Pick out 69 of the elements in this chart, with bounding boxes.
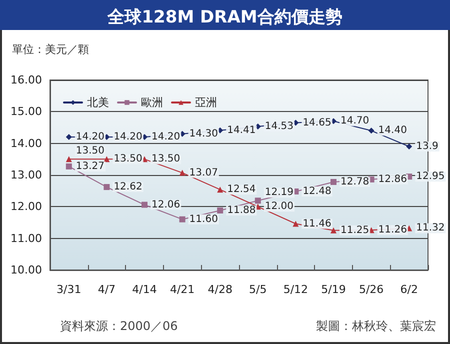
data-label: 12.95 bbox=[416, 171, 445, 182]
point bbox=[368, 128, 374, 134]
data-label: 12.06 bbox=[152, 199, 180, 210]
data-label: 12.48 bbox=[302, 186, 332, 197]
y-tick-label: 16.00 bbox=[10, 74, 42, 86]
x-tick-label: 5/5 bbox=[249, 283, 267, 296]
data-label: 13.07 bbox=[189, 167, 218, 178]
point bbox=[66, 156, 72, 162]
data-label: 11.88 bbox=[227, 204, 256, 216]
point bbox=[179, 170, 186, 176]
x-tick-label: 6/2 bbox=[400, 283, 418, 296]
point bbox=[217, 207, 224, 214]
point bbox=[66, 163, 72, 170]
data-label: 11.60 bbox=[189, 214, 218, 225]
point bbox=[330, 178, 336, 185]
y-axis-title: 單位：美元／顆 bbox=[12, 43, 89, 56]
y-tick-label: 10.00 bbox=[10, 264, 42, 276]
point bbox=[142, 202, 148, 208]
y-tick-label: 14.00 bbox=[10, 136, 42, 150]
source-note: 資料來源：2000／06 bbox=[60, 319, 178, 333]
y-tick-label: 13.00 bbox=[10, 168, 42, 182]
data-label: 13.50 bbox=[114, 154, 142, 165]
data-label: 12.78 bbox=[340, 176, 370, 188]
data-label: 11.46 bbox=[302, 218, 332, 230]
data-label: 14.20 bbox=[76, 132, 105, 142]
data-label: 14.41 bbox=[227, 124, 256, 136]
data-label: 13.50 bbox=[152, 154, 180, 165]
data-label: 13.50 bbox=[76, 146, 105, 157]
point bbox=[179, 216, 186, 222]
data-label: 12.19 bbox=[264, 187, 294, 198]
y-tick-label: 11.00 bbox=[10, 232, 42, 245]
data-label: 14.53 bbox=[264, 121, 294, 132]
point bbox=[406, 144, 412, 150]
data-label: 12.86 bbox=[378, 174, 407, 185]
x-tick-label: 5/19 bbox=[321, 283, 346, 296]
x-tick-label: 4/7 bbox=[98, 283, 116, 296]
point bbox=[330, 227, 336, 234]
data-label: 14.40 bbox=[378, 125, 407, 136]
point bbox=[66, 134, 72, 140]
data-label: 13.27 bbox=[76, 160, 105, 172]
point bbox=[292, 220, 299, 227]
x-tick-label: 4/28 bbox=[208, 283, 232, 296]
legend-label: 亞洲 bbox=[195, 96, 217, 109]
data-label: 11.25 bbox=[340, 224, 370, 236]
y-tick-label: 15.00 bbox=[10, 105, 42, 118]
data-label: 13.9 bbox=[416, 141, 438, 152]
x-tick-label: 5/26 bbox=[358, 283, 384, 296]
chart-title: 全球128M DRAM合約價走勢 bbox=[106, 8, 342, 28]
x-tick-label: 3/31 bbox=[56, 283, 82, 296]
data-label: 14.20 bbox=[152, 132, 180, 142]
data-label: 14.20 bbox=[114, 132, 142, 142]
point bbox=[104, 184, 110, 190]
data-label: 14.30 bbox=[189, 128, 218, 140]
legend-label: 北美 bbox=[87, 96, 109, 109]
legend-label: 歐洲 bbox=[141, 96, 163, 109]
data-label: 14.65 bbox=[302, 117, 332, 128]
text: 製圖：林秋玲、葉宸宏 bbox=[316, 319, 436, 333]
x-tick-label: 4/21 bbox=[170, 283, 195, 296]
x-tick-label: 5/12 bbox=[283, 283, 308, 296]
point bbox=[254, 198, 261, 204]
x-tick-label: 4/14 bbox=[132, 283, 157, 296]
point bbox=[217, 186, 224, 193]
data-label: 12.00 bbox=[264, 201, 294, 212]
data-label: 12.62 bbox=[114, 182, 142, 193]
data-label: 12.54 bbox=[227, 184, 256, 196]
data-label: 11.32 bbox=[416, 222, 445, 234]
data-label: 14.70 bbox=[340, 116, 370, 127]
data-label: 11.26 bbox=[378, 224, 407, 236]
y-tick-label: 12.00 bbox=[10, 200, 42, 214]
